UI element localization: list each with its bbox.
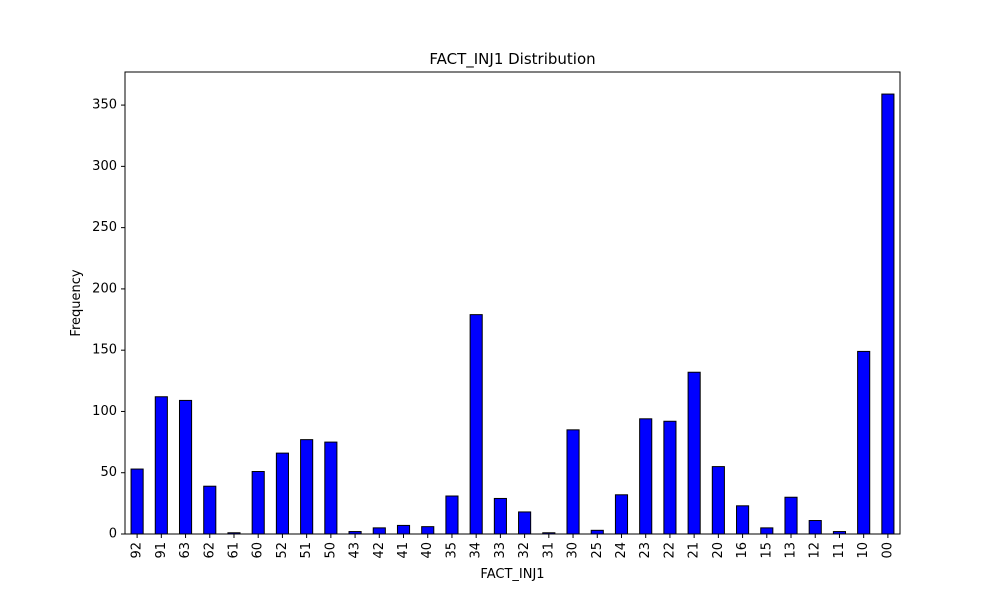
bar-51 xyxy=(300,439,314,535)
x-tick-label: 25 xyxy=(590,542,605,559)
x-tick-label: 60 xyxy=(251,542,266,559)
bar-23 xyxy=(639,418,653,535)
x-tick-label: 00 xyxy=(880,542,895,559)
y-tick-label: 350 xyxy=(92,98,117,113)
bars-group xyxy=(130,93,895,535)
y-tick-label: 100 xyxy=(92,404,117,419)
x-tick-label: 13 xyxy=(784,542,799,559)
x-tick-label: 24 xyxy=(614,542,629,559)
bar-15 xyxy=(760,527,774,535)
bar-60 xyxy=(251,471,265,535)
x-axis: 92 91 63 62 61 60 52 51 50 43 42 41 40 35 34 33 32 31 30 25… xyxy=(130,534,895,559)
x-tick-label: 34 xyxy=(469,542,484,559)
x-tick-label: 23 xyxy=(638,542,653,559)
bar-92 xyxy=(130,468,144,535)
x-tick-label: 42 xyxy=(372,542,387,559)
x-tick-label: 20 xyxy=(711,542,726,559)
x-tick-label: 22 xyxy=(662,542,677,559)
bar-30 xyxy=(566,429,580,535)
y-axis: 0 50 100 150 200 250 300 350 xyxy=(92,98,125,542)
y-tick-label: 300 xyxy=(92,159,117,174)
x-tick-label: 63 xyxy=(178,542,193,559)
bar-25 xyxy=(590,529,604,535)
bar-40 xyxy=(421,526,435,535)
x-tick-label: 11 xyxy=(832,542,847,559)
x-tick-label: 92 xyxy=(130,542,145,559)
x-tick-label: 40 xyxy=(420,542,435,559)
x-tick-label: 21 xyxy=(687,542,702,559)
x-tick-label: 62 xyxy=(202,542,217,559)
bar-41 xyxy=(396,524,411,535)
y-tick-label: 150 xyxy=(92,343,117,358)
y-tick-label: 250 xyxy=(92,220,117,235)
bar-22 xyxy=(663,420,677,535)
x-tick-label: 33 xyxy=(493,542,508,559)
x-tick-label: 52 xyxy=(275,542,290,559)
bar-16 xyxy=(736,505,750,535)
bar-42 xyxy=(372,527,386,535)
x-tick-label: 30 xyxy=(566,542,581,559)
bar-24 xyxy=(614,494,629,535)
x-tick-label: 35 xyxy=(444,542,459,559)
plot-frame xyxy=(124,71,901,535)
x-tick-label: 15 xyxy=(759,542,774,559)
x-tick-label: 61 xyxy=(226,542,241,559)
bar-21 xyxy=(687,371,701,535)
bar-34 xyxy=(469,314,483,535)
x-tick-label: 41 xyxy=(396,542,411,559)
bar-63 xyxy=(178,399,193,535)
x-tick-label: 16 xyxy=(735,542,750,559)
bar-12 xyxy=(808,520,822,535)
bar-13 xyxy=(784,496,798,535)
bar-10 xyxy=(857,350,871,535)
x-tick-label: 51 xyxy=(299,542,314,559)
bar-35 xyxy=(445,495,459,535)
bar-52 xyxy=(275,452,289,535)
bar-33 xyxy=(493,497,507,535)
bar-50 xyxy=(324,441,338,535)
x-tick-label: 10 xyxy=(856,542,871,559)
x-tick-label: 43 xyxy=(348,542,363,559)
y-tick-label: 0 xyxy=(109,527,117,542)
x-tick-label: 32 xyxy=(517,542,532,559)
x-tick-label: 50 xyxy=(323,542,338,559)
bar-32 xyxy=(518,511,532,535)
y-axis-label: Frequency xyxy=(69,269,84,336)
x-tick-label: 91 xyxy=(154,542,169,559)
chart-title: FACT_INJ1 Distribution xyxy=(429,50,595,69)
y-tick-label: 200 xyxy=(92,281,117,296)
x-axis-label: FACT_INJ1 xyxy=(480,567,544,582)
x-tick-label: 31 xyxy=(541,542,556,559)
bar-00 xyxy=(881,93,895,535)
bar-91 xyxy=(154,396,168,535)
bar-62 xyxy=(203,485,217,535)
bar-20 xyxy=(711,466,725,535)
y-tick-label: 50 xyxy=(100,465,117,480)
x-tick-label: 12 xyxy=(808,542,823,559)
